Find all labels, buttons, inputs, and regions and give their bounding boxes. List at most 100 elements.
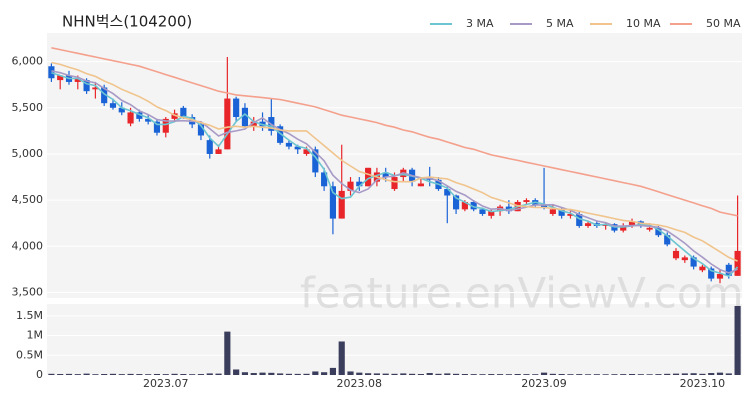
candle-body — [277, 126, 284, 143]
volume-bar — [145, 374, 152, 375]
candle-body — [488, 211, 495, 216]
candle-body — [540, 204, 548, 208]
volume-bar — [92, 374, 99, 375]
candle-body — [162, 118, 169, 133]
candle-body — [417, 183, 424, 187]
candle-body — [347, 181, 354, 191]
price-plot-bg — [47, 33, 742, 298]
volume-bar — [602, 374, 609, 375]
volume-bar — [329, 367, 336, 375]
candle-body — [620, 225, 627, 231]
volume-bar — [48, 373, 55, 375]
candle-body — [646, 227, 653, 230]
candle-body — [391, 177, 398, 190]
volume-bar — [382, 373, 389, 375]
candle-body — [215, 149, 222, 154]
volume-bar — [444, 373, 451, 375]
volume-bar — [426, 373, 433, 375]
candle-body — [681, 257, 688, 261]
volume-bar — [461, 374, 468, 375]
candle-body — [672, 250, 680, 259]
y-tick-label: 0 — [36, 368, 43, 381]
y-tick-label: 4,000 — [12, 239, 44, 252]
candle-body — [461, 201, 468, 210]
volume-bar — [567, 374, 574, 375]
legend-label: 3 MA — [466, 17, 494, 30]
volume-bar — [532, 374, 539, 375]
y-tick-label: 6,000 — [12, 55, 44, 68]
candle-body — [584, 223, 592, 226]
volume-bar — [470, 374, 477, 375]
candle-body — [74, 78, 81, 82]
y-tick-label: 1M — [27, 329, 44, 342]
volume-bar — [136, 374, 143, 375]
volume-bar — [523, 374, 530, 375]
candle-body — [136, 112, 143, 119]
volume-bar — [409, 373, 416, 375]
volume-bar — [479, 374, 486, 375]
volume-bar — [206, 373, 213, 375]
candle-body — [48, 66, 55, 79]
candle-body — [206, 140, 213, 154]
volume-bar — [699, 373, 706, 375]
candle-body — [655, 227, 662, 236]
candle-body — [241, 107, 249, 127]
candle-body — [294, 146, 301, 150]
volume-bar — [725, 373, 732, 375]
volume-bar — [268, 372, 275, 375]
volume-bar — [690, 373, 697, 375]
candle-body — [444, 189, 451, 196]
candle-body — [708, 268, 715, 279]
candle-body — [127, 112, 134, 124]
volume-bar — [321, 372, 328, 375]
volume-bar — [620, 374, 627, 375]
volume-bar — [681, 373, 688, 375]
ma-line — [51, 61, 738, 262]
volume-bar — [496, 374, 504, 375]
candle-body — [303, 149, 310, 154]
volume-bar — [646, 374, 653, 375]
candle-body — [250, 121, 257, 127]
candle-body — [549, 209, 556, 214]
candle-body — [224, 98, 231, 150]
watermark: feature.enViewV.com — [300, 269, 743, 318]
y-tick-label: 4,500 — [12, 193, 44, 206]
volume-bar — [259, 372, 266, 375]
volume-bar — [611, 374, 618, 375]
x-tick-label: 2023.08 — [337, 377, 383, 390]
candle-body — [83, 80, 90, 92]
volume-bar — [672, 373, 680, 375]
y-tick-label: 5,000 — [12, 147, 44, 160]
volume-bar — [558, 374, 565, 375]
volume-bar — [655, 374, 662, 375]
volume-bar — [373, 373, 380, 375]
candle-body — [567, 213, 574, 216]
candle-body — [365, 167, 372, 187]
volume-bar — [664, 373, 671, 375]
volume-bar — [250, 373, 257, 375]
candle-body — [356, 181, 363, 187]
x-tick-label: 2023.09 — [521, 377, 567, 390]
candle-body — [321, 172, 328, 187]
volume-bar — [593, 374, 600, 375]
volume-bar — [347, 371, 354, 375]
candle-body — [382, 172, 389, 178]
volume-bar — [215, 373, 222, 375]
y-tick-label: 3,500 — [12, 285, 44, 298]
candle-body — [576, 213, 583, 226]
volume-bar — [488, 374, 495, 375]
candle-body — [664, 235, 671, 245]
candle-body — [523, 200, 530, 202]
candle-body — [153, 121, 161, 133]
volume-bar — [435, 373, 442, 375]
volume-bar — [708, 373, 715, 375]
candle-body — [699, 266, 706, 271]
volume-bar — [127, 373, 134, 375]
candle-body — [479, 209, 486, 214]
volume-bar — [189, 374, 196, 375]
candle-body — [628, 221, 636, 226]
volume-bar — [453, 373, 460, 375]
candle-body — [180, 107, 187, 118]
volume-bar — [285, 373, 293, 375]
volume-bar — [505, 374, 512, 375]
